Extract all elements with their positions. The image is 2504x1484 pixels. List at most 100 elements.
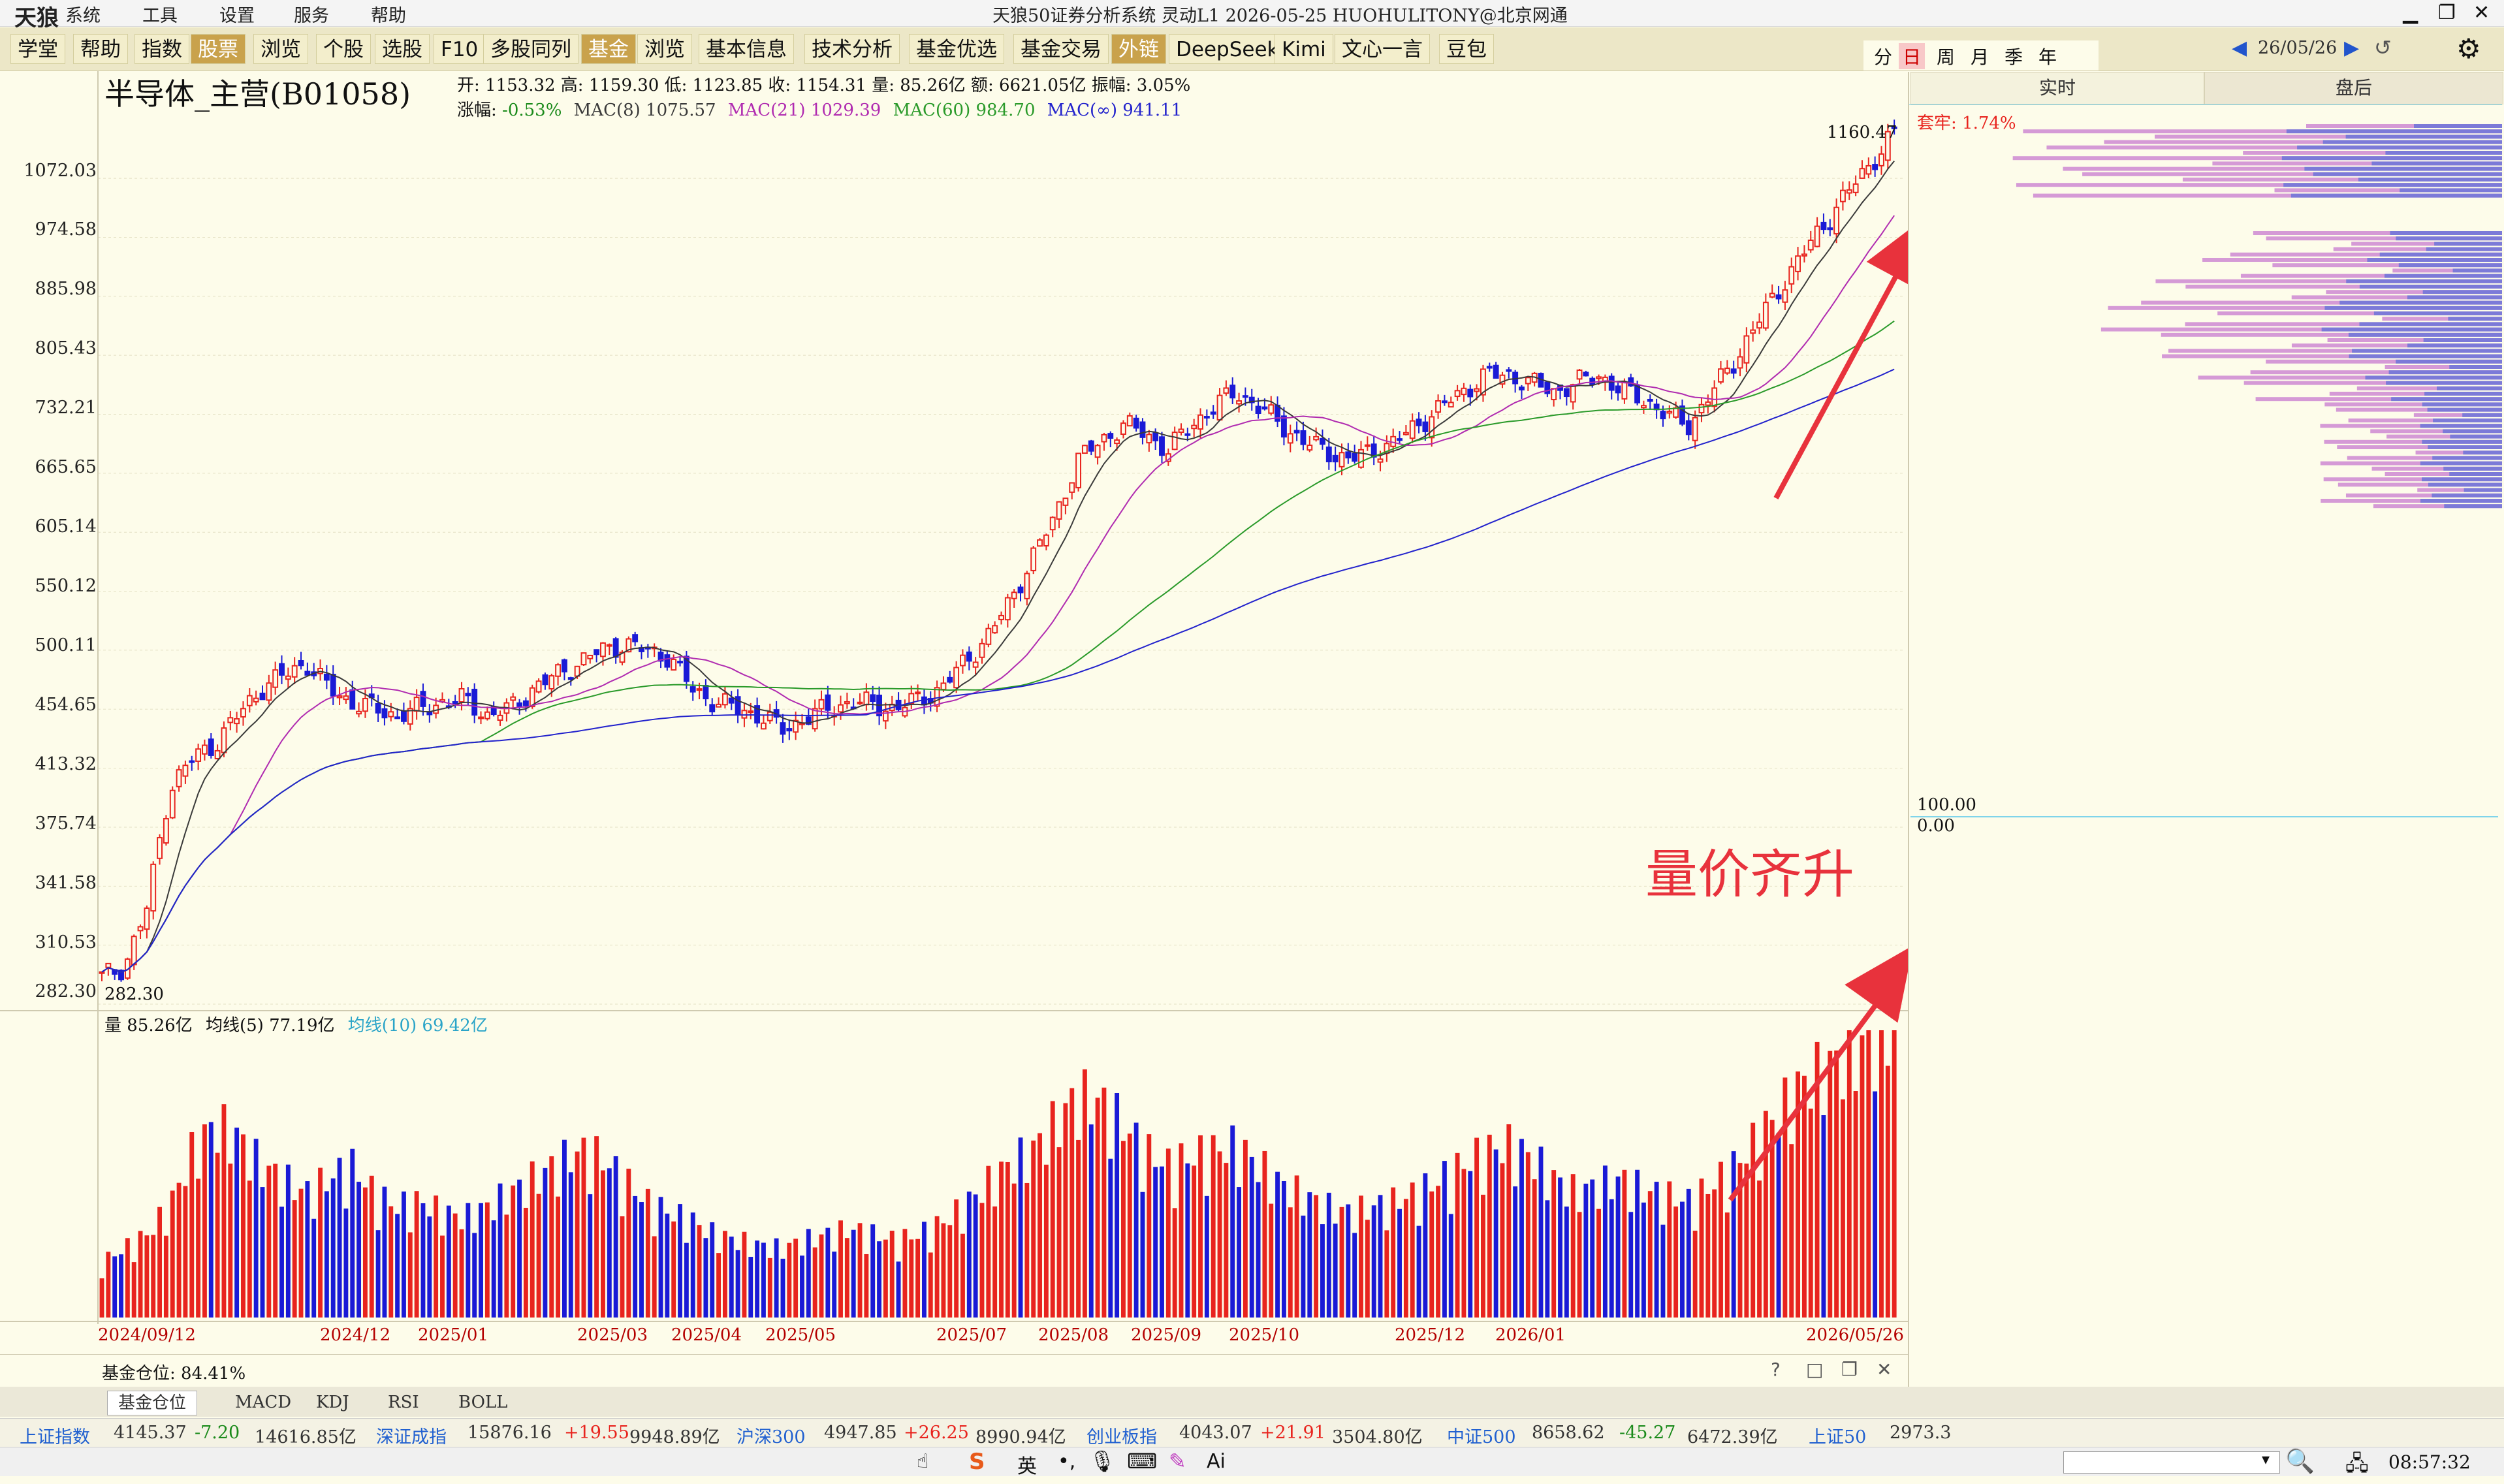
candle-body — [375, 703, 381, 714]
period-season[interactable]: 季 — [2005, 46, 2023, 68]
close-icon[interactable]: ✕ — [2473, 1, 2490, 24]
help-icon[interactable]: ? — [1771, 1359, 1781, 1380]
chevron-down-icon[interactable]: ▾ — [2262, 1450, 2270, 1468]
tb-single[interactable]: 个股 — [316, 34, 371, 64]
restore-icon[interactable]: ❐ — [2438, 1, 2456, 24]
next-date-icon[interactable]: ▶ — [2344, 37, 2360, 59]
tb-tech[interactable]: 技术分析 — [804, 34, 900, 64]
ticker-name[interactable]: 深证成指 — [376, 1427, 447, 1447]
keyboard-icon[interactable]: ⌨ — [1127, 1449, 1158, 1474]
ai-button[interactable]: Ai — [1207, 1450, 1226, 1473]
volume-bar — [221, 1104, 227, 1318]
tb-wenxin[interactable]: 文心一言 — [1335, 34, 1430, 64]
chip-bar — [2155, 279, 2502, 283]
tb-multi[interactable]: 多股同列 — [483, 34, 578, 64]
period-selector: 分 日 周 月 季 年 — [1863, 40, 2099, 71]
tab-realtime[interactable]: 实时 — [1910, 72, 2204, 104]
menu-service[interactable]: 服务 — [294, 6, 329, 26]
chip-bar — [2348, 418, 2502, 422]
tb-kimi[interactable]: Kimi — [1275, 34, 1333, 64]
maximize-pane-icon[interactable]: □ — [1806, 1359, 1824, 1380]
tb-browse[interactable]: 浏览 — [253, 34, 308, 64]
tb-browse2[interactable]: 浏览 — [637, 34, 692, 64]
candle-body — [1647, 398, 1653, 402]
period-week[interactable]: 周 — [1937, 46, 1956, 68]
tab-afterhours[interactable]: 盘后 — [2204, 72, 2503, 104]
volume-bar — [318, 1167, 323, 1318]
tb-basic[interactable]: 基本信息 — [699, 34, 794, 64]
volume-bar — [1532, 1179, 1537, 1318]
tb-fund[interactable]: 基金 — [581, 34, 636, 64]
candle-body — [227, 717, 234, 723]
date-nav[interactable]: 26/05/26 — [2258, 38, 2338, 58]
microphone-icon[interactable]: 🎙 — [1089, 1449, 1116, 1474]
chip-bar — [2462, 413, 2502, 417]
period-month[interactable]: 月 — [1971, 46, 1989, 68]
ticker-name[interactable]: 上证指数 — [20, 1427, 90, 1447]
volume-bar — [710, 1222, 715, 1318]
chip-bar — [2243, 151, 2502, 155]
x-tick: 2025/10 — [1229, 1325, 1300, 1345]
candle-body — [381, 708, 388, 719]
mac60-value: MAC(60) 984.70 — [893, 101, 1036, 120]
menu-help[interactable]: 帮助 — [371, 6, 406, 26]
close-pane-icon[interactable]: ✕ — [1877, 1359, 1892, 1380]
tb-help[interactable]: 帮助 — [73, 34, 128, 64]
ticker-name[interactable]: 创业板指 — [1086, 1427, 1157, 1447]
main-chart[interactable] — [0, 71, 1908, 1354]
tb-link[interactable]: 外链 — [1111, 34, 1166, 64]
candle-body — [1750, 329, 1756, 334]
tab-macd[interactable]: MACD — [235, 1393, 292, 1412]
candle-body — [478, 716, 484, 719]
menu-system[interactable]: 系统 — [65, 6, 101, 26]
menu-tools[interactable]: 工具 — [142, 6, 178, 26]
tb-stock[interactable]: 股票 — [191, 34, 246, 64]
candle-body — [780, 722, 786, 735]
tb-pick[interactable]: 选股 — [375, 34, 430, 64]
candle-body — [1307, 444, 1313, 451]
period-year[interactable]: 年 — [2038, 46, 2057, 68]
volume-bar — [99, 1278, 104, 1318]
candle-body — [1339, 452, 1345, 467]
tb-school[interactable]: 学堂 — [10, 34, 65, 64]
prev-date-icon[interactable]: ◀ — [2232, 37, 2247, 59]
skin-icon[interactable]: ✎ — [1169, 1449, 1186, 1474]
minimize-icon[interactable]: ▁ — [2403, 1, 2418, 24]
candle-body — [1711, 387, 1718, 407]
chip-bar — [2356, 386, 2502, 390]
tb-fundpick[interactable]: 基金优选 — [909, 34, 1004, 64]
period-min[interactable]: 分 — [1874, 46, 1893, 68]
volume-bar — [1076, 1139, 1081, 1318]
tab-fund-position[interactable]: 基金仓位 — [107, 1391, 198, 1415]
ime-lang[interactable]: 英 — [1017, 1455, 1037, 1478]
tb-fundtrade[interactable]: 基金交易 — [1013, 34, 1109, 64]
search-icon[interactable]: 🔍 — [2285, 1448, 2315, 1475]
candle-body — [1300, 430, 1307, 445]
ticker-name[interactable]: 上证50 — [1809, 1427, 1867, 1447]
volume-bar — [1892, 1030, 1897, 1318]
candle-body — [1499, 374, 1506, 385]
volume-bar — [388, 1206, 394, 1318]
period-day[interactable]: 日 — [1899, 43, 1926, 69]
tb-index[interactable]: 指数 — [135, 34, 189, 64]
search-input[interactable] — [2063, 1451, 2280, 1474]
punctuation-icon[interactable]: •, — [1058, 1450, 1076, 1473]
tb-doubao[interactable]: 豆包 — [1439, 34, 1494, 64]
tab-boll[interactable]: BOLL — [458, 1393, 508, 1412]
tab-kdj[interactable]: KDJ — [316, 1393, 349, 1412]
candle-body — [1024, 573, 1030, 599]
tab-rsi[interactable]: RSI — [388, 1393, 419, 1412]
menu-settings[interactable]: 设置 — [219, 6, 255, 26]
sogou-icon[interactable]: S — [969, 1449, 985, 1475]
restore-pane-icon[interactable]: ❐ — [1841, 1359, 1858, 1380]
gear-icon[interactable]: ⚙ — [2456, 33, 2481, 65]
tb-f10[interactable]: F10 — [434, 34, 486, 64]
annotation-arrow-head — [1866, 230, 1908, 285]
ticker-name[interactable]: 沪深300 — [737, 1427, 806, 1447]
volume-bar — [960, 1233, 965, 1318]
ticker-name[interactable]: 中证500 — [1447, 1427, 1516, 1447]
volume-bar — [761, 1242, 766, 1318]
volume-bar — [626, 1169, 631, 1318]
tb-deepseek[interactable]: DeepSeek — [1169, 34, 1286, 64]
reset-icon[interactable]: ↺ — [2374, 35, 2392, 60]
